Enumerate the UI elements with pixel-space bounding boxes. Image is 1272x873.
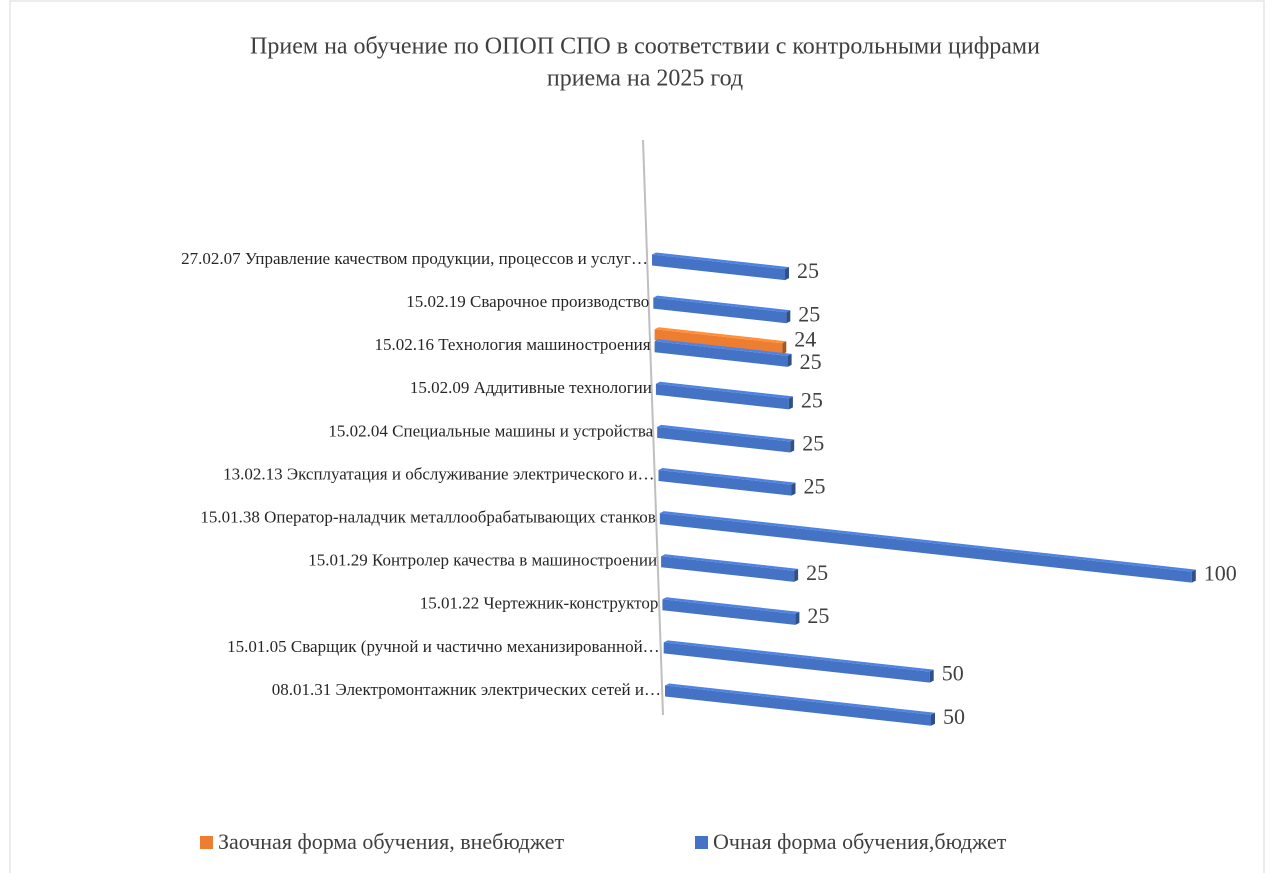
bar-end [788, 396, 793, 410]
bar-top [654, 327, 787, 344]
legend-label: Заочная форма обучения, внебюджет [218, 829, 565, 854]
y-tick-label: 15.02.16 Технология машиностроения [374, 335, 650, 354]
data-label: 25 [798, 301, 820, 326]
legend-label: Очная форма обучения,бюджет [713, 829, 1007, 854]
data-label: 25 [802, 431, 824, 456]
bar-end [795, 611, 800, 625]
bar-end [787, 353, 792, 367]
bar-top [657, 424, 795, 442]
y-tick-label: 08.01.31 Электромонтажник электрических … [272, 680, 661, 699]
bar-top [658, 468, 796, 485]
y-tick-label: 27.02.07 Управление качеством продукции,… [181, 249, 648, 268]
y-tick-label: 15.01.05 Сварщик (ручной и частично меха… [227, 637, 660, 656]
y-tick-label: 15.01.38 Оператор-наладчик металлообраба… [200, 508, 655, 527]
bar-top [655, 381, 793, 399]
bar [654, 329, 783, 355]
bar [654, 341, 788, 367]
bar-top [663, 640, 934, 672]
bar-end [786, 310, 791, 324]
y-tick-label: 13.02.13 Эксплуатация и обслуживание эле… [223, 464, 654, 483]
bar-end [790, 439, 795, 453]
bar [657, 426, 791, 453]
bar [653, 297, 787, 324]
bar [659, 513, 1192, 583]
bar-end [931, 712, 935, 726]
bar-top [661, 554, 799, 571]
bar-top [652, 252, 789, 270]
bar-end [794, 568, 799, 582]
y-tick-label: 15.01.29 Контролер качества в машиностро… [308, 551, 657, 570]
data-label: 25 [806, 560, 828, 585]
bar [665, 685, 931, 726]
data-label: 25 [801, 387, 823, 412]
data-label: 100 [1204, 561, 1237, 586]
bar-end [782, 341, 787, 355]
bar-end [1191, 569, 1196, 583]
bar-end [785, 267, 789, 281]
bar-top [659, 511, 1196, 572]
bar-end [791, 482, 796, 496]
category-axis [642, 139, 664, 716]
data-label: 50 [942, 661, 964, 686]
data-label: 25 [800, 349, 822, 374]
y-tick-label: 15.02.09 Аддитивные технологии [410, 378, 652, 397]
legend-swatch [200, 836, 213, 849]
legend-swatch [695, 836, 708, 849]
bar-end [929, 669, 934, 683]
bar-top [654, 339, 792, 356]
y-tick-label: 15.01.22 Чертежник-конструктор [420, 594, 659, 613]
data-label: 24 [794, 326, 816, 351]
data-label: 25 [807, 603, 829, 628]
data-label: 25 [797, 258, 819, 283]
data-label: 50 [943, 704, 965, 729]
bar [663, 642, 930, 683]
bar-top [662, 597, 800, 614]
bar [661, 556, 795, 582]
y-tick-label: 15.02.04 Специальные машины и устройства [328, 421, 653, 440]
bar [652, 254, 785, 281]
bar-top [665, 683, 935, 715]
y-tick-label: 15.02.19 Сварочное производство [406, 292, 649, 311]
bar [662, 599, 796, 625]
chart-title: приема на 2025 год [547, 66, 743, 92]
bar [658, 470, 792, 496]
bar [655, 383, 789, 410]
bar-top [653, 295, 791, 313]
chart-border [9, 0, 1265, 873]
data-label: 25 [804, 474, 826, 499]
chart-title: Прием на обучение по ОПОП СПО в соответс… [250, 34, 1040, 60]
